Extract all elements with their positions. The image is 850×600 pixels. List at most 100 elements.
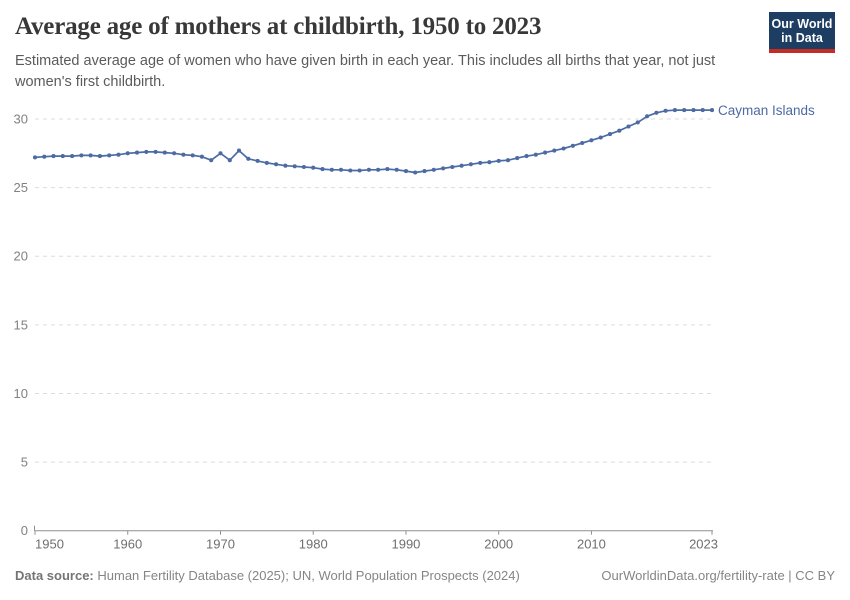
data-point-1958[interactable] (107, 153, 112, 158)
page-title: Average age of mothers at childbirth, 19… (15, 13, 542, 40)
data-point-1992[interactable] (422, 169, 427, 174)
data-point-2020[interactable] (682, 108, 687, 113)
y-axis-tick-label: 5 (21, 455, 28, 470)
y-axis-tick-label: 0 (21, 523, 28, 538)
data-point-1984[interactable] (348, 168, 353, 173)
data-point-2012[interactable] (607, 132, 613, 137)
data-point-2008[interactable] (570, 143, 575, 148)
data-point-1959[interactable] (116, 152, 121, 157)
license-note: OurWorldinData.org/fertility-rate | CC B… (601, 568, 835, 583)
data-point-1986[interactable] (366, 167, 371, 172)
data-point-1967[interactable] (190, 153, 195, 158)
license-text: OurWorldinData.org/fertility-rate | CC B… (601, 568, 835, 583)
data-point-1955[interactable] (79, 153, 84, 158)
data-point-1957[interactable] (97, 154, 102, 159)
data-point-1965[interactable] (172, 151, 177, 156)
data-point-1997[interactable] (468, 162, 473, 167)
data-point-2004[interactable] (533, 152, 538, 157)
owid-logo-line1: Our World (771, 17, 833, 31)
data-point-2016[interactable] (645, 114, 650, 119)
data-point-1950[interactable] (32, 155, 38, 160)
data-point-1973[interactable] (246, 156, 251, 161)
data-point-1993[interactable] (431, 167, 436, 172)
data-point-1951[interactable] (42, 154, 47, 159)
data-point-1982[interactable] (329, 167, 334, 172)
data-point-1996[interactable] (459, 163, 464, 168)
data-point-2010[interactable] (589, 138, 594, 143)
data-point-1970[interactable] (218, 151, 223, 156)
data-point-1974[interactable] (255, 158, 260, 163)
data-point-1990[interactable] (403, 169, 409, 174)
data-point-2000[interactable] (496, 158, 501, 163)
x-axis-tick-label: 1980 (299, 537, 328, 552)
data-point-1998[interactable] (478, 160, 483, 165)
data-point-1963[interactable] (153, 149, 158, 154)
data-source-note: Data source: Human Fertility Database (2… (15, 568, 520, 583)
line-chart-plot-area[interactable]: 0 5 10 15 20 25 30 1950 1960 1970 1980 1990 2000 2010… (0, 95, 850, 570)
data-point-2007[interactable] (561, 146, 566, 151)
data-point-1994[interactable] (441, 166, 446, 171)
data-point-1956[interactable] (88, 153, 93, 158)
data-point-1991[interactable] (413, 170, 418, 175)
data-point-2018[interactable] (663, 108, 668, 113)
data-point-2003[interactable] (524, 154, 529, 159)
data-point-1968[interactable] (199, 154, 204, 159)
chart-canvas[interactable]: 0 5 10 15 20 25 30 1950 1960 1970 1980 1990 2000 2010… (0, 95, 850, 570)
y-axis-tick-label: 25 (14, 180, 28, 195)
data-point-1960[interactable] (125, 151, 130, 156)
data-point-1962[interactable] (144, 149, 149, 154)
y-axis-tick-label: 15 (14, 317, 28, 332)
x-axis-tick-label: 2000 (484, 537, 513, 552)
data-point-2021[interactable] (691, 108, 696, 113)
data-source-label: Data source: (15, 568, 94, 583)
data-point-1969[interactable] (209, 158, 214, 163)
data-source-text: Human Fertility Database (2025); UN, Wor… (97, 568, 520, 583)
data-point-1995[interactable] (450, 164, 455, 170)
data-point-1971[interactable] (227, 158, 232, 163)
data-point-2006[interactable] (552, 148, 557, 153)
data-point-1988[interactable] (385, 167, 390, 172)
data-point-1966[interactable] (181, 152, 186, 157)
x-axis-tick-label: 1970 (206, 537, 235, 552)
data-point-1979[interactable] (301, 164, 306, 170)
chart-footer: Data source: Human Fertility Database (2… (15, 568, 835, 583)
data-point-2011[interactable] (598, 135, 603, 140)
data-point-1985[interactable] (357, 168, 362, 173)
data-point-1976[interactable] (274, 162, 279, 167)
data-point-2005[interactable] (543, 150, 548, 155)
data-point-1980[interactable] (311, 165, 316, 170)
data-point-1981[interactable] (320, 167, 325, 172)
x-axis-tick-label: 2010 (577, 537, 606, 552)
data-point-1954[interactable] (70, 154, 75, 159)
y-axis-tick-label: 10 (14, 386, 28, 401)
data-point-1972[interactable] (236, 148, 242, 153)
data-point-2013[interactable] (617, 128, 622, 133)
data-point-1987[interactable] (376, 167, 381, 172)
data-point-2015[interactable] (635, 120, 640, 125)
data-point-2022[interactable] (700, 108, 705, 113)
data-point-1999[interactable] (487, 160, 492, 165)
data-point-2001[interactable] (505, 158, 511, 163)
owid-logo-line2: in Data (781, 31, 823, 45)
data-point-1975[interactable] (264, 160, 269, 165)
data-point-1964[interactable] (162, 150, 167, 155)
data-point-2023[interactable] (709, 108, 715, 113)
data-point-1961[interactable] (134, 150, 140, 155)
data-point-2017[interactable] (654, 110, 659, 115)
chart-subtitle: Estimated average age of women who have … (15, 53, 716, 90)
y-axis-tick-label: 20 (14, 249, 28, 264)
data-point-2019[interactable] (672, 108, 677, 113)
x-axis-tick-label: 1950 (35, 537, 64, 552)
data-point-1978[interactable] (292, 164, 297, 169)
owid-logo: Our World in Data (769, 12, 835, 53)
series-label-cayman-islands[interactable]: Cayman Islands (718, 102, 815, 118)
data-point-1989[interactable] (394, 167, 399, 172)
data-point-2014[interactable] (626, 124, 631, 129)
data-point-1983[interactable] (338, 167, 344, 172)
data-point-2002[interactable] (515, 156, 520, 161)
data-point-1952[interactable] (51, 154, 56, 159)
data-point-1977[interactable] (283, 163, 288, 168)
data-point-1953[interactable] (60, 154, 65, 159)
data-point-2009[interactable] (580, 140, 585, 146)
